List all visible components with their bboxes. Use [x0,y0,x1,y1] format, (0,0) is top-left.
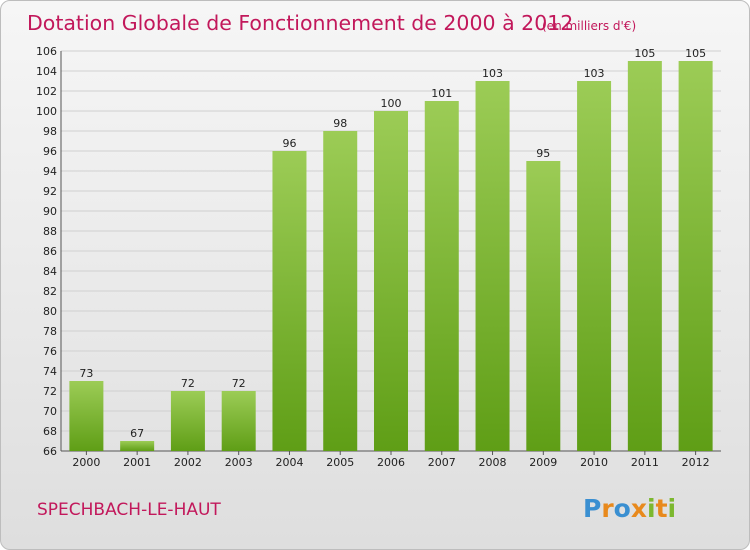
bar-2001 [120,441,155,451]
logo-letter: o [614,494,631,523]
y-tick-label: 66 [43,445,57,458]
bar-2005 [323,131,358,451]
data-label: 72 [232,377,246,390]
data-label: 73 [79,367,93,380]
x-tick-label: 2009 [529,456,557,469]
bars [69,61,713,451]
data-label: 95 [536,147,550,160]
bar-2008 [475,81,510,451]
x-tick-label: 2000 [72,456,100,469]
data-label: 105 [634,47,655,60]
y-tick-label: 94 [43,165,57,178]
data-label: 98 [333,117,347,130]
data-label: 67 [130,427,144,440]
x-tick-label: 2007 [428,456,456,469]
y-tick-label: 78 [43,325,57,338]
commune-name: SPECHBACH-LE-HAUT [37,500,221,520]
logo-letter: P [583,494,601,523]
y-tick-label: 72 [43,385,57,398]
y-tick-label: 106 [36,45,57,58]
data-label: 72 [181,377,195,390]
y-tick-label: 68 [43,425,57,438]
x-tick-label: 2011 [631,456,659,469]
bar-2011 [627,61,662,451]
y-tick-label: 98 [43,125,57,138]
logo-letter: r [601,494,614,523]
data-label: 100 [381,97,402,110]
chart-title: Dotation Globale de Fonctionnement de 20… [27,11,573,35]
data-label: 96 [282,137,296,150]
data-label: 103 [584,67,605,80]
bar-2003 [221,391,256,451]
y-tick-label: 86 [43,245,57,258]
y-tick-label: 104 [36,65,57,78]
logo-letter: i [647,494,656,523]
y-tick-label: 70 [43,405,57,418]
x-tick-label: 2010 [580,456,608,469]
bar-2002 [170,391,205,451]
data-labels: 73 67 72 72 96 98 100 101 103 95 103 105 105 [79,47,706,440]
proxiti-logo: Proxiti [583,494,676,523]
logo-letter: t [656,494,668,523]
chart-subtitle: (en milliers d'€) [542,19,636,33]
bar-2006 [374,111,408,451]
y-tick-label: 88 [43,225,57,238]
logo-letter: i [668,494,677,523]
y-tick-label: 76 [43,345,57,358]
bar-2000 [69,381,104,451]
y-tick-label: 90 [43,205,57,218]
y-tick-label: 92 [43,185,57,198]
logo-letter: x [631,494,647,523]
data-label: 103 [482,67,503,80]
x-tick-label: 2002 [174,456,202,469]
y-tick-label: 80 [43,305,57,318]
y-tick-label: 82 [43,285,57,298]
x-tick-label: 2004 [275,456,303,469]
x-tick-label: 2003 [225,456,253,469]
x-tick-label: 2006 [377,456,405,469]
y-tick-label: 74 [43,365,57,378]
bar-2012 [678,61,713,451]
y-tick-label: 102 [36,85,57,98]
y-tick-label: 84 [43,265,57,278]
data-label: 105 [685,47,706,60]
x-tick-label: 2012 [682,456,710,469]
bar-2007 [424,101,459,451]
bar-2009 [526,161,561,451]
bar-2004 [272,151,307,451]
y-tick-label: 96 [43,145,57,158]
y-tick-label: 100 [36,105,57,118]
axes: 66 68 70 72 74 76 78 80 82 84 86 88 90 92 94 96 98 100 102… [36,45,721,469]
x-tick-label: 2005 [326,456,354,469]
bar-2010 [577,81,612,451]
data-label: 101 [431,87,452,100]
x-tick-label: 2001 [123,456,151,469]
x-tick-label: 2008 [479,456,507,469]
